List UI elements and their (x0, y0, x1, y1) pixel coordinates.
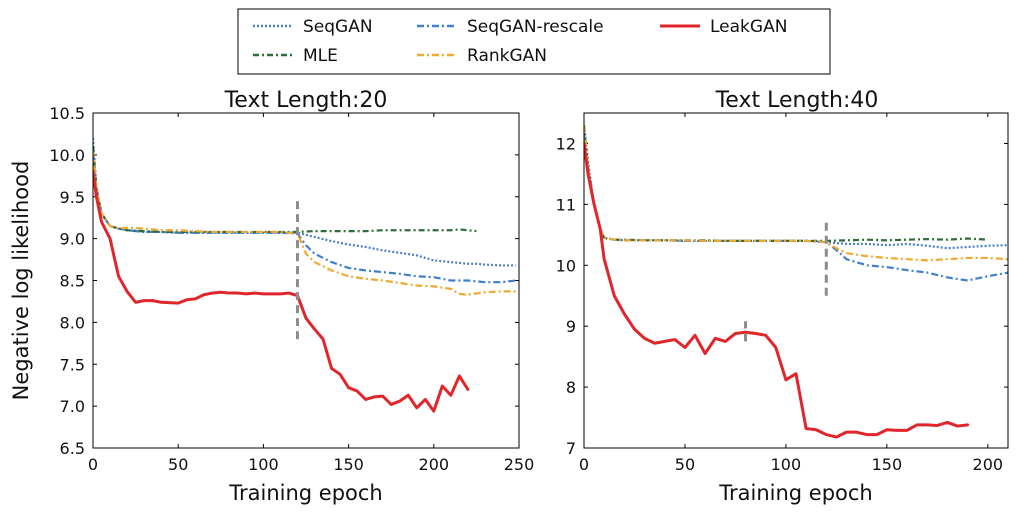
series-line-rankgan (584, 125, 1008, 262)
x-tick-label: 200 (973, 455, 1004, 474)
y-tick-label: 9.5 (60, 188, 85, 207)
x-tick-label: 0 (88, 455, 98, 474)
series-line-leakgan (93, 170, 470, 413)
x-tick-label: 100 (248, 455, 279, 474)
series-line-mle (584, 125, 988, 243)
x-tick-label: 150 (333, 455, 364, 474)
x-tick-label: 50 (675, 455, 695, 474)
y-tick-label: 8 (566, 378, 576, 397)
y-tick-label: 7.5 (60, 355, 85, 374)
x-tick-label: 100 (771, 455, 802, 474)
y-tick-label: 6.5 (60, 439, 85, 458)
legend-label-rankgan: RankGAN (467, 46, 547, 66)
y-tick-label: 8.0 (60, 313, 85, 332)
plot-frame (583, 112, 1009, 449)
x-axis-label: Training epoch (718, 481, 873, 505)
series-line-leakgan (584, 141, 970, 439)
y-tick-label: 7 (566, 439, 576, 458)
y-tick-label: 12 (556, 134, 576, 153)
legend-label-seqgan-rescale: SeqGAN-rescale (467, 17, 604, 37)
x-tick-label: 250 (504, 455, 535, 474)
x-tick-label: 0 (579, 455, 589, 474)
plot-frame (92, 112, 520, 449)
y-tick-label: 10.5 (49, 104, 85, 123)
series-line-mle (93, 146, 477, 234)
y-tick-label: 10 (556, 256, 576, 275)
legend: SeqGAN SeqGAN-rescale LeakGAN MLE RankGAN (237, 8, 831, 75)
chart-title: Text Length:20 (224, 88, 388, 113)
series-line-seqgan-rescale (584, 125, 1008, 282)
chart-panel-length-20: Text Length:20 6.5 7.0 7.5 8.0 8.5 9.0 9.5 10.0 1… (9, 88, 534, 505)
series-line-seqgan-rescale (93, 146, 516, 284)
chart-title: Text Length:40 (715, 88, 879, 113)
y-tick-label: 11 (556, 195, 576, 214)
y-tick-label: 9.0 (60, 230, 85, 249)
y-axis-label: Negative log likelihood (9, 161, 33, 401)
x-axis-label: Training epoch (228, 481, 383, 505)
series-line-rankgan (93, 150, 516, 296)
y-tick-label: 10.0 (49, 146, 85, 165)
chart-panel-length-40: Text Length:40 7 8 9 10 11 12 0 50 100 150 200 Train… (556, 88, 1009, 505)
legend-box (237, 8, 831, 75)
series-line-seqgan (93, 138, 516, 267)
y-tick-label: 7.0 (60, 397, 85, 416)
series-line-seqgan (584, 125, 1008, 250)
plot-area (93, 138, 516, 413)
legend-label-seqgan: SeqGAN (303, 17, 373, 37)
x-tick-label: 200 (419, 455, 450, 474)
legend-label-leakgan: LeakGAN (710, 17, 787, 37)
x-tick-label: 50 (168, 455, 188, 474)
legend-label-mle: MLE (303, 46, 338, 66)
x-tick-label: 150 (872, 455, 903, 474)
y-tick-label: 8.5 (60, 272, 85, 291)
plot-area (584, 125, 1008, 439)
y-tick-label: 9 (566, 317, 576, 336)
